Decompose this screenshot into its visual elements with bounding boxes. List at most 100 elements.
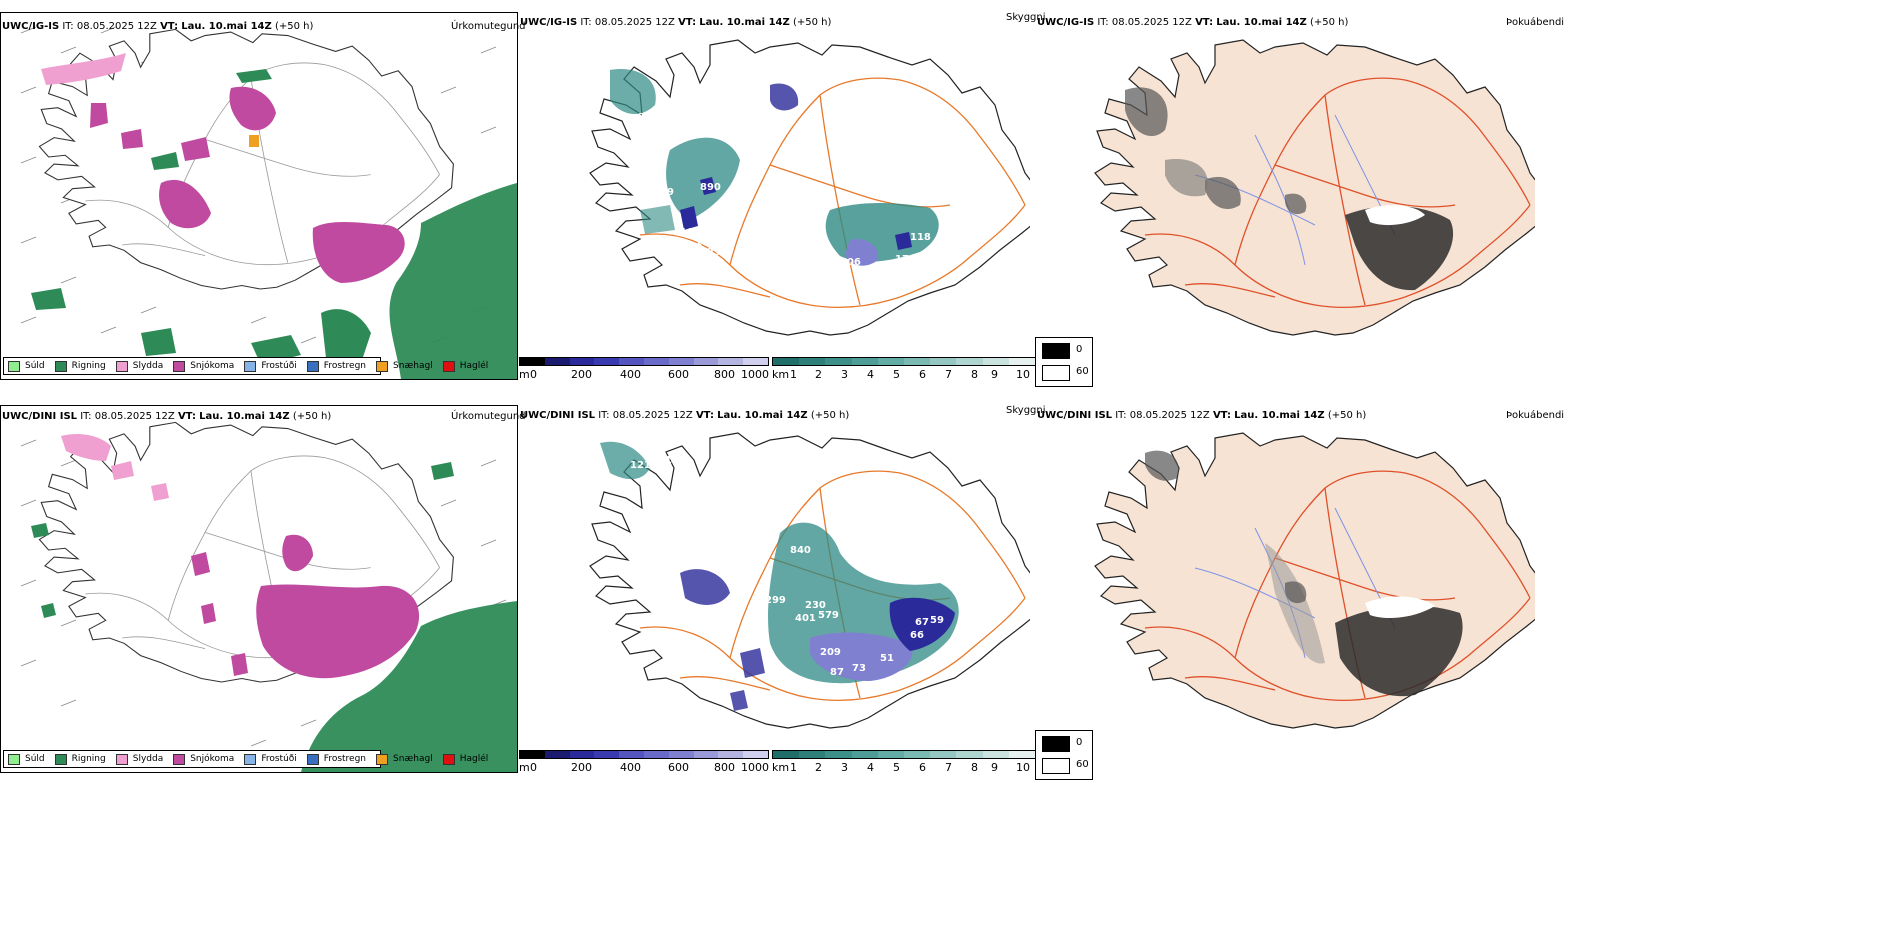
cloud-labels: 123 121 840 299 230 401 579 209 73 87 51… [630,455,962,678]
colorbar-segment [956,358,983,365]
swatch-freezing-rain [306,360,319,372]
precip-areas [31,53,517,379]
precip-legend-row2: Súld Rigning Slydda Snjókoma Frostúði Fr… [3,750,488,768]
colorbar-segment [520,358,545,365]
colorbar-segment [743,358,768,365]
cloud-map-row2: 123 121 840 299 230 401 579 209 73 87 51… [589,432,1030,729]
header-cloud-row1: UWC/IG-IS IT: 08.05.2025 12Z VT: Lau. 10… [520,17,832,28]
cloudbase-colorbar-row1: m 0 200 400 600 800 1000 [519,357,769,381]
svg-text:278: 278 [740,132,761,143]
fog-swatch-60 [1042,758,1070,774]
title-precip-row2: Úrkomutegund [451,411,526,422]
svg-text:123: 123 [700,247,721,258]
swatch-freezing-drizzle [244,753,257,765]
swatch-sleet [115,360,128,372]
svg-text:118: 118 [910,232,931,243]
title-fog-row1: Þokuábendi [1506,17,1565,28]
title-fog-row2: Þokuábendi [1506,410,1565,421]
swatch-freezing-rain [306,753,319,765]
swatch-snow-pellets [376,360,389,372]
swatch-rain [54,360,67,372]
colorbar-segment [1008,358,1036,365]
svg-text:119: 119 [695,237,716,248]
colorbar-segment [569,751,595,758]
colorbar-segment [643,751,669,758]
svg-text:136: 136 [860,267,881,278]
colorbar-segment [825,358,852,365]
svg-text:87: 87 [830,667,844,678]
svg-text:113: 113 [770,202,791,213]
cloudbase-bar [519,750,769,759]
fog-map-row2 [1094,432,1535,729]
colorbar-segment [930,751,957,758]
swatch-snow-pellets [376,753,389,765]
colorbar-segment [877,358,905,365]
swatch-drizzle [8,360,20,372]
svg-text:840: 840 [790,545,811,556]
colorbar-segment [569,358,595,365]
svg-text:299: 299 [765,595,786,606]
colorbar-segment [982,358,1009,365]
header-cloud-row2: UWC/DINI ISL IT: 08.05.2025 12Z VT: Lau.… [520,410,850,421]
fog-legend-row1: 0 60 [1035,337,1093,387]
cloud-labels: 365 89 99 890 129 102 119 123 100 278 11… [580,112,931,278]
colorbar-segment [982,751,1009,758]
colorbar-segment [718,751,744,758]
svg-text:67: 67 [915,617,929,628]
colorbar-segment [594,751,620,758]
colorbar-segment [851,751,878,758]
colorbar-segment [904,358,931,365]
colorbar-segment [520,751,545,758]
colorbar-segment [743,751,768,758]
visibility-bar [772,357,1036,366]
precip-areas [31,434,517,772]
legend-item: Súld [8,753,45,765]
swatch-sleet [115,753,128,765]
legend-item: Frostúði [244,360,297,372]
cloudbase-bar [519,357,769,366]
svg-text:170: 170 [895,254,916,265]
header-precip-row2: UWC/DINI ISL IT: 08.05.2025 12Z VT: Lau.… [2,411,332,422]
svg-text:209: 209 [820,647,841,658]
colorbar-segment [773,751,800,758]
legend-item: Slydda [115,753,163,765]
swatch-hail [442,360,455,372]
svg-text:230: 230 [805,600,826,611]
svg-text:123: 123 [665,455,686,466]
fog-swatch-60 [1042,365,1070,381]
swatch-drizzle [8,753,20,765]
colorbar-segment [668,751,694,758]
legend-item: Slydda [115,360,163,372]
legend-item: Rigning [54,753,106,765]
colorbar-segment [693,358,719,365]
swatch-snow [173,753,186,765]
visibility-colorbar-row2: km 1 2 3 4 5 6 7 8 9 10 [772,750,1037,774]
svg-text:579: 579 [818,610,839,621]
svg-text:890: 890 [700,182,721,193]
colorbar-segment [956,751,983,758]
legend-item: Rigning [54,360,106,372]
fog-areas [1125,87,1454,291]
colorbar-segment [693,751,719,758]
visibility-colorbar-row1: km 1 2 3 4 5 6 7 8 9 10 [772,357,1037,381]
cloud-areas [610,69,939,266]
colorbar-segment [544,751,570,758]
svg-text:99: 99 [660,187,674,198]
cloud-map-row1: 365 89 99 890 129 102 119 123 100 278 11… [580,39,1030,336]
colorbar-segment [773,358,800,365]
title-cloud-row1: Skyggni [1006,12,1046,23]
colorbar-segment [643,358,669,365]
swatch-snow [173,360,186,372]
svg-text:121: 121 [630,460,651,471]
colorbar-segment [544,358,570,365]
swatch-rain [54,753,67,765]
legend-item: Súld [8,360,45,372]
header-precip-row1: UWC/IG-IS IT: 08.05.2025 12Z VT: Lau. 10… [2,21,314,32]
svg-text:506: 506 [840,257,861,268]
legend-item: Snæhagl [376,360,433,372]
colorbar-segment [668,358,694,365]
legend-item: Snæhagl [376,753,433,765]
svg-text:100: 100 [690,267,711,278]
cloudbase-colorbar-row2: m 0 200 400 600 800 1000 [519,750,769,774]
swatch-hail [442,753,455,765]
